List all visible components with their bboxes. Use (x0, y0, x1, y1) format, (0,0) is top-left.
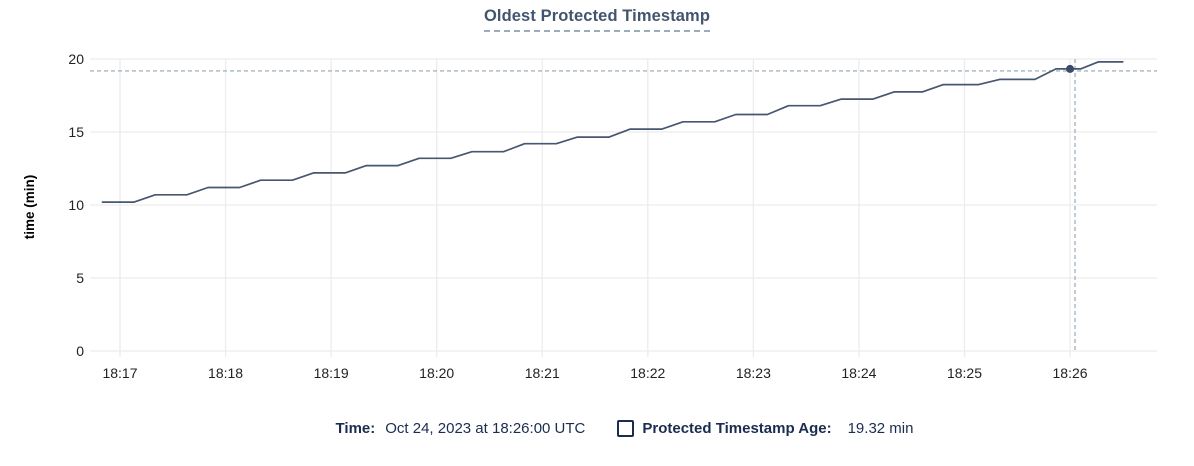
legend-time-group: Time: Oct 24, 2023 at 18:26:00 UTC (336, 420, 586, 437)
x-tick-label: 18:26 (1053, 365, 1088, 381)
x-tick-labels: 18:17 18:18 18:19 18:20 18:21 18:22 18:23 18:24… (102, 365, 1087, 381)
legend-time-value: Oct 24, 2023 at 18:26:00 UTC (385, 420, 586, 437)
series-toggle-checkbox[interactable] (617, 420, 635, 437)
x-tick-label: 18:25 (947, 365, 982, 381)
x-tick-label: 18:23 (736, 365, 771, 381)
legend-metric-group[interactable]: Protected Timestamp Age: 19.32 min (617, 420, 913, 437)
x-tick-label: 18:20 (419, 365, 454, 381)
x-tick-label: 18:22 (630, 365, 665, 381)
horizontal-gridlines (90, 58, 1157, 352)
x-tick-label: 18:19 (314, 365, 349, 381)
vertical-gridlines (119, 59, 1071, 357)
y-tick-label: 20 (68, 51, 84, 67)
y-tick-label: 15 (68, 124, 84, 140)
y-tick-label: 0 (76, 343, 84, 359)
y-tick-label: 5 (76, 270, 84, 286)
series-line (101, 61, 1124, 203)
x-tick-label: 18:21 (525, 365, 560, 381)
legend-metric-value: 19.32 min (847, 420, 914, 437)
y-tick-label: 10 (68, 197, 84, 213)
x-tick-label: 18:17 (102, 365, 137, 381)
legend-metric-label: Protected Timestamp Age: (642, 420, 832, 437)
chart-header: Oldest Protected Timestamp (0, 7, 1194, 32)
data-point-dot (1066, 64, 1075, 73)
y-axis-label: time (min) (22, 175, 37, 240)
x-tick-label: 18:24 (841, 365, 876, 381)
hover-crosshair (90, 59, 1157, 351)
chart-legend: Time: Oct 24, 2023 at 18:26:00 UTC Prote… (92, 420, 1157, 437)
y-tick-labels: 0 5 10 15 20 (68, 51, 84, 359)
series-path (101, 61, 1124, 203)
x-tick-label: 18:18 (208, 365, 243, 381)
highlight-data-point (1066, 64, 1075, 73)
chart-title[interactable]: Oldest Protected Timestamp (483, 7, 711, 32)
legend-time-label: Time: (335, 420, 376, 437)
